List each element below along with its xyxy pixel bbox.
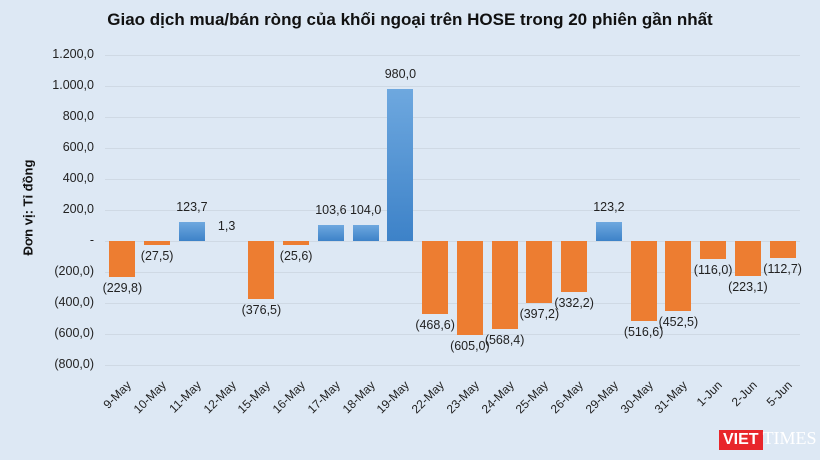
bar bbox=[665, 241, 692, 312]
gridline bbox=[105, 179, 800, 180]
data-label: 123,2 bbox=[593, 199, 625, 214]
data-label: (25,6) bbox=[279, 248, 313, 263]
bar bbox=[213, 240, 240, 242]
chart-title: Giao dịch mua/bán ròng của khối ngoại tr… bbox=[107, 10, 713, 29]
data-label: 123,7 bbox=[176, 199, 208, 214]
viettimes-logo: VIET TIMES bbox=[719, 428, 817, 450]
bar bbox=[700, 241, 727, 259]
bar bbox=[144, 241, 171, 246]
y-tick-label: (600,0) bbox=[54, 326, 94, 340]
gridline bbox=[105, 86, 800, 87]
data-label: (516,6) bbox=[623, 325, 664, 340]
bar bbox=[595, 221, 622, 241]
data-label: (229,8) bbox=[102, 280, 143, 295]
gridline bbox=[105, 148, 800, 149]
bar bbox=[561, 241, 588, 293]
data-label: (452,5) bbox=[658, 315, 699, 330]
bar bbox=[352, 224, 379, 241]
data-label: (112,7) bbox=[763, 262, 802, 277]
data-label: 1,3 bbox=[217, 218, 236, 233]
bar bbox=[109, 241, 136, 277]
data-label: (468,6) bbox=[415, 317, 455, 332]
bar bbox=[526, 241, 553, 303]
bar bbox=[178, 221, 205, 241]
gridline bbox=[105, 117, 800, 118]
data-label: (27,5) bbox=[140, 249, 174, 264]
data-label: 104,0 bbox=[349, 202, 382, 217]
y-tick-label: 400,0 bbox=[62, 171, 94, 185]
bar bbox=[317, 224, 344, 241]
bar bbox=[283, 241, 310, 245]
data-label: (397,2) bbox=[519, 306, 560, 321]
gridline bbox=[105, 334, 800, 335]
gridline bbox=[105, 210, 800, 211]
bar bbox=[248, 241, 275, 300]
data-label: (376,5) bbox=[241, 303, 282, 318]
bar bbox=[491, 241, 518, 330]
bar bbox=[734, 241, 761, 276]
data-label: (605,0) bbox=[450, 338, 490, 353]
y-tick-label: 1.200,0 bbox=[52, 47, 94, 61]
bar bbox=[387, 89, 414, 241]
gridline bbox=[105, 55, 800, 56]
gridline bbox=[105, 365, 800, 366]
data-label: (223,1) bbox=[728, 279, 768, 294]
gridline bbox=[105, 303, 800, 304]
logo-times: TIMES bbox=[762, 428, 817, 448]
bar bbox=[456, 241, 483, 335]
data-label: 103,6 bbox=[315, 202, 347, 217]
data-label: (116,0) bbox=[693, 262, 733, 277]
y-tick-label: (800,0) bbox=[54, 357, 94, 371]
bar bbox=[422, 241, 449, 314]
y-tick-label: 200,0 bbox=[62, 202, 94, 216]
y-tick-label: (200,0) bbox=[54, 264, 94, 278]
gridline bbox=[105, 272, 800, 273]
y-tick-label: 600,0 bbox=[62, 140, 94, 154]
y-tick-label: 1.000,0 bbox=[52, 78, 94, 92]
bar bbox=[630, 241, 657, 322]
y-tick-label: 800,0 bbox=[62, 109, 94, 123]
data-label: 980,0 bbox=[384, 67, 417, 82]
logo-viet: VIET bbox=[719, 430, 763, 450]
y-tick-label: (400,0) bbox=[54, 295, 94, 309]
y-tick-label: - bbox=[89, 233, 94, 247]
gridline bbox=[105, 241, 800, 242]
data-label: (568,4) bbox=[484, 333, 525, 348]
data-label: (332,2) bbox=[554, 296, 594, 311]
bar bbox=[769, 241, 796, 259]
